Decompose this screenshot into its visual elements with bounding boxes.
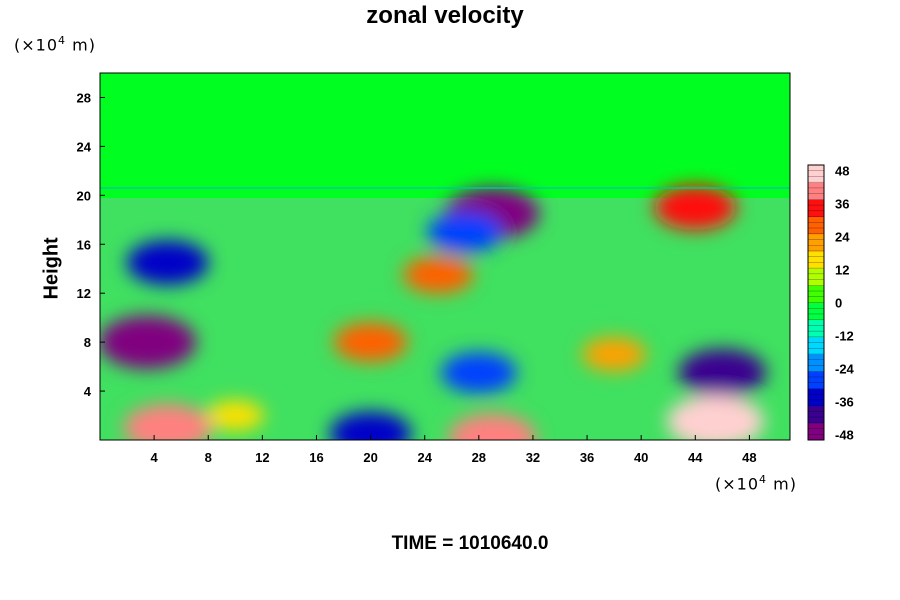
heatmap-area [100,73,790,440]
y-tick-label: 8 [84,335,91,350]
chart-title: zonal velocity [366,2,524,29]
colorbar-segment [808,354,824,372]
y-tick-label: 4 [84,384,92,399]
x-tick-label: 36 [580,450,594,465]
y-tick-label: 20 [77,188,91,203]
colorbar-segment [808,405,824,424]
colorbar-segment [808,233,824,252]
x-tick-label: 24 [417,450,432,465]
colorbar-tick-label: 48 [835,164,849,179]
heatmap-feature-4 [427,211,504,253]
colorbar-segment [808,182,824,200]
colorbar-frame [807,164,825,441]
x-tick-label: 44 [688,450,703,465]
colorbar-segment [808,285,824,303]
time-label: TIME = 1010640.0 [391,533,549,554]
x-tick-label: 8 [205,450,212,465]
heatmap-feature-2 [333,322,408,362]
x-tick-label: 4 [151,450,159,465]
colorbar-tick-label: 24 [835,230,850,245]
colorbar-tick-label: -12 [835,329,854,344]
x-axis-unit: (×104 m) [715,473,797,494]
y-tick-label: 28 [77,90,91,105]
colorbar-segment [808,250,824,269]
x-tick-label: 32 [526,450,540,465]
x-tick-label: 16 [309,450,323,465]
heatmap-feature-9 [329,411,412,440]
colorbar-segment [808,268,824,286]
plot-frame [99,72,791,441]
colorbar-tick-label: 12 [835,263,849,278]
colorbar-segment [808,216,824,235]
y-tick-label: 24 [77,139,92,154]
x-tick-label: 20 [363,450,377,465]
colorbar-segment [808,371,824,389]
x-tick-label: 48 [742,450,756,465]
heatmap-feature-8 [440,352,517,394]
colorbar-segment [808,199,824,218]
x-tick-label: 28 [472,450,486,465]
colorbar-segment [808,302,824,321]
heatmap-feature-13 [582,337,647,372]
heatmap-feature-10 [126,240,209,285]
heatmap-feature-14 [206,400,265,431]
colorbar-segment [808,319,824,338]
colorbar-tick-label: -36 [835,395,854,410]
colorbar-tick-label: 0 [835,296,842,311]
y-tick-label: 12 [77,286,91,301]
colorbar-tick-label: -24 [835,362,855,377]
colorbar-segment [808,388,824,407]
colorbar-segment [808,165,824,183]
y-axis-unit: (×104 m) [14,34,96,55]
x-tick-label: 12 [255,450,269,465]
heatmap-feature-5 [678,348,767,397]
heatmap-feature-6 [666,394,765,440]
colorbar [807,164,825,441]
colorbar-tick-label: 36 [835,197,849,212]
x-tick-label: 40 [634,450,648,465]
heatmap-feature-11 [654,185,737,230]
heatmap-feature-1 [123,403,212,440]
colorbar-segment [808,336,824,355]
colorbar-segment [808,422,824,441]
y-tick-label: 16 [77,237,91,252]
heatmap-feature-12 [403,256,474,294]
colorbar-tick-label: -48 [835,428,854,443]
heatmap-feature-7 [448,413,537,440]
heatmap-feature-0 [100,315,197,369]
